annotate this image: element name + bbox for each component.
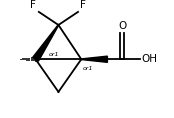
Text: O: O	[118, 21, 126, 32]
Text: OH: OH	[142, 54, 158, 64]
Text: F: F	[30, 0, 36, 10]
Polygon shape	[81, 56, 107, 62]
Text: F: F	[80, 0, 86, 10]
Text: or1: or1	[83, 66, 93, 71]
Polygon shape	[33, 25, 59, 61]
Text: or1: or1	[49, 52, 59, 57]
